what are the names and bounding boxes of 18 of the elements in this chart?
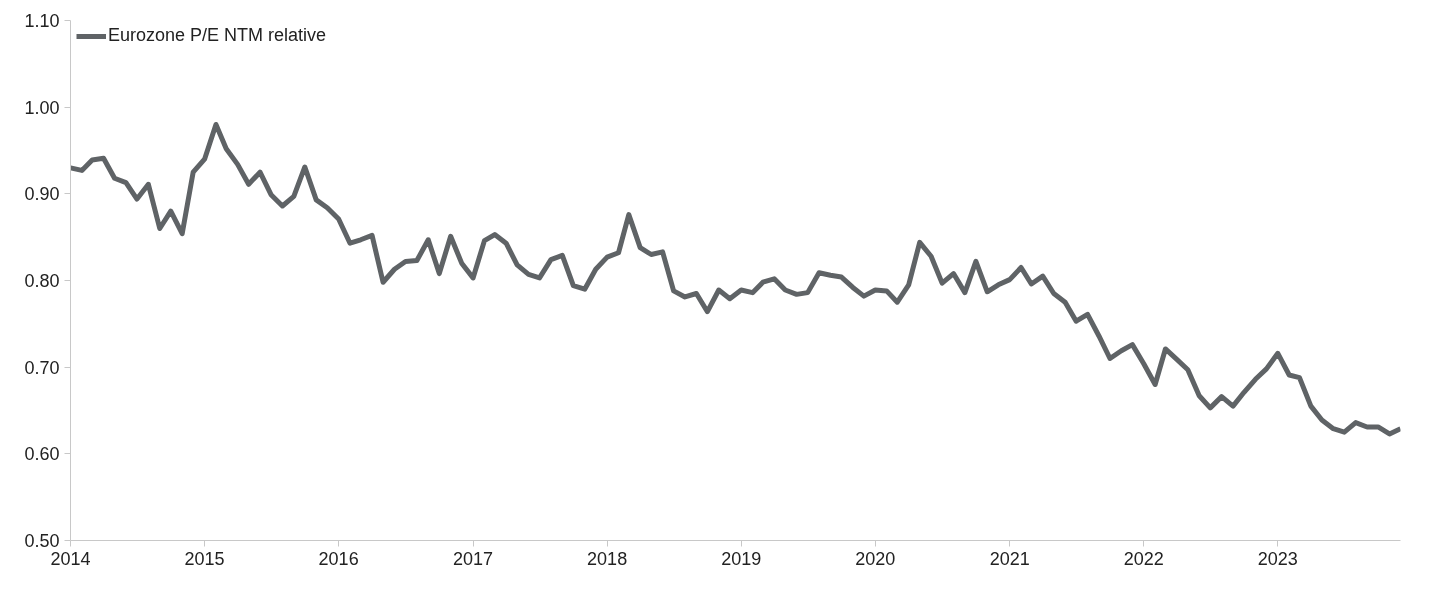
x-tick-label: 2023 (1257, 548, 1298, 569)
y-tick-label: 0.90 (24, 184, 60, 205)
x-tick-label: 2014 (50, 548, 91, 569)
y-tick-label: 0.50 (24, 531, 60, 551)
x-tick-label: 2019 (721, 548, 762, 569)
x-tick-label: 2020 (855, 548, 896, 569)
x-tick-label: 2015 (184, 548, 225, 569)
legend-label: Eurozone P/E NTM relative (108, 25, 327, 46)
x-tick-label: 2016 (318, 548, 359, 569)
x-tick-label: 2017 (453, 548, 494, 569)
x-tick-label: 2021 (989, 548, 1030, 569)
y-tick-label: 0.80 (24, 271, 60, 291)
y-tick-label: 0.60 (24, 444, 60, 465)
x-tick-label: 2018 (587, 548, 628, 569)
y-tick-label: 1.00 (24, 97, 60, 118)
y-tick-label: 1.10 (24, 11, 60, 31)
x-tick-label: 2022 (1123, 548, 1164, 569)
y-tick-label: 0.70 (24, 357, 60, 378)
